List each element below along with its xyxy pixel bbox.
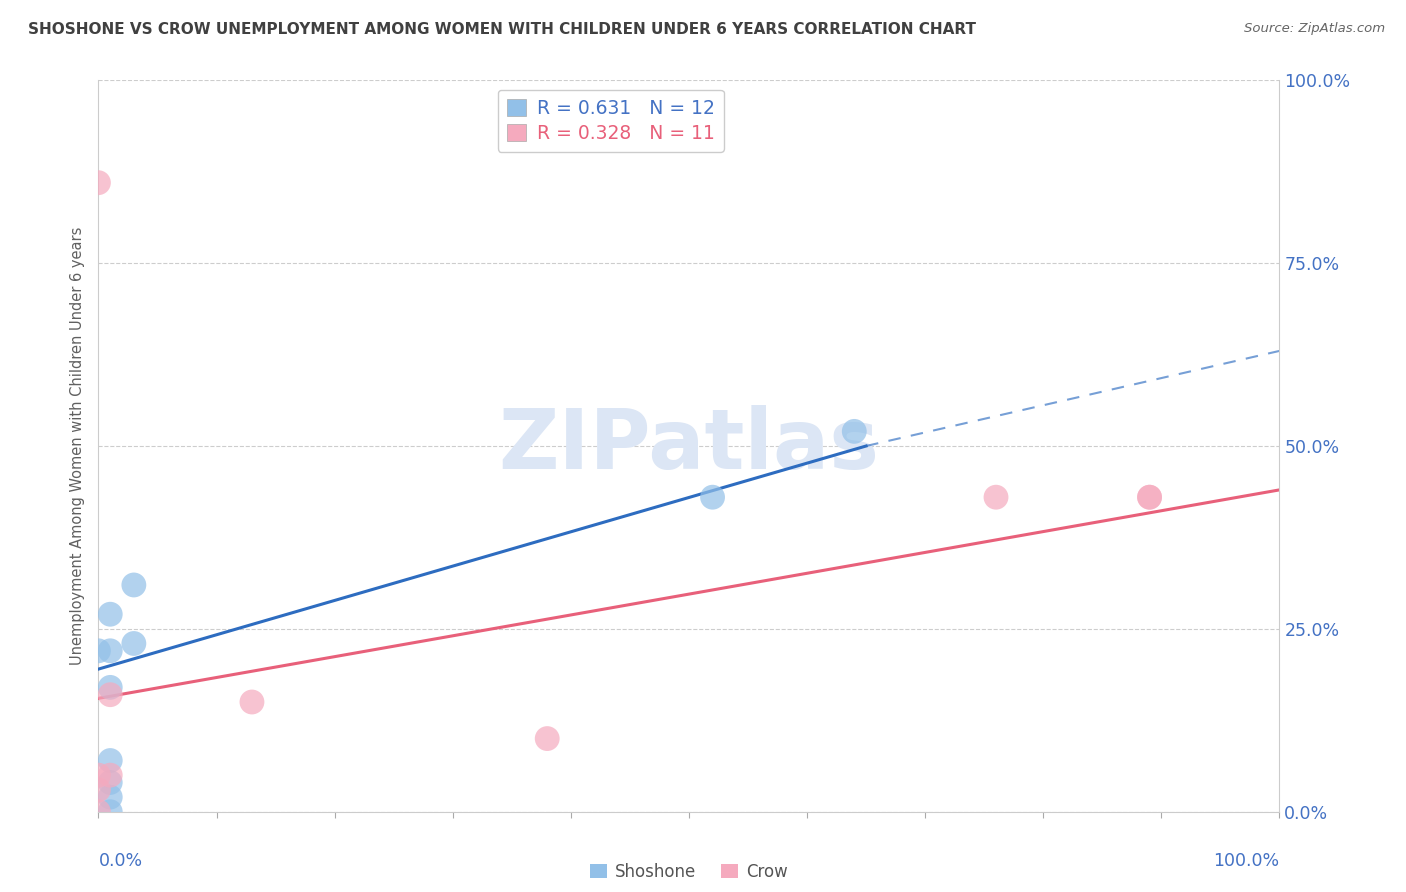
Y-axis label: Unemployment Among Women with Children Under 6 years: Unemployment Among Women with Children U… xyxy=(70,227,86,665)
Point xyxy=(98,775,121,789)
Point xyxy=(87,176,110,190)
Point xyxy=(87,644,110,658)
Point xyxy=(87,805,110,819)
Point xyxy=(122,578,145,592)
Point xyxy=(98,768,121,782)
Point xyxy=(984,490,1007,504)
Point xyxy=(98,607,121,622)
Point xyxy=(98,688,121,702)
Legend: Shoshone, Crow: Shoshone, Crow xyxy=(583,856,794,888)
Point xyxy=(702,490,724,504)
Point xyxy=(98,754,121,768)
Point xyxy=(98,805,121,819)
Point xyxy=(87,782,110,797)
Point xyxy=(536,731,558,746)
Text: ZIPatlas: ZIPatlas xyxy=(499,406,879,486)
Point xyxy=(87,768,110,782)
Point xyxy=(240,695,263,709)
Point xyxy=(122,636,145,650)
Point xyxy=(844,425,866,439)
Point xyxy=(1139,490,1161,504)
Text: 0.0%: 0.0% xyxy=(98,852,142,870)
Text: Source: ZipAtlas.com: Source: ZipAtlas.com xyxy=(1244,22,1385,36)
Point xyxy=(98,681,121,695)
Text: 100.0%: 100.0% xyxy=(1213,852,1279,870)
Point xyxy=(98,644,121,658)
Point xyxy=(1139,490,1161,504)
Point xyxy=(98,790,121,805)
Text: SHOSHONE VS CROW UNEMPLOYMENT AMONG WOMEN WITH CHILDREN UNDER 6 YEARS CORRELATIO: SHOSHONE VS CROW UNEMPLOYMENT AMONG WOME… xyxy=(28,22,976,37)
